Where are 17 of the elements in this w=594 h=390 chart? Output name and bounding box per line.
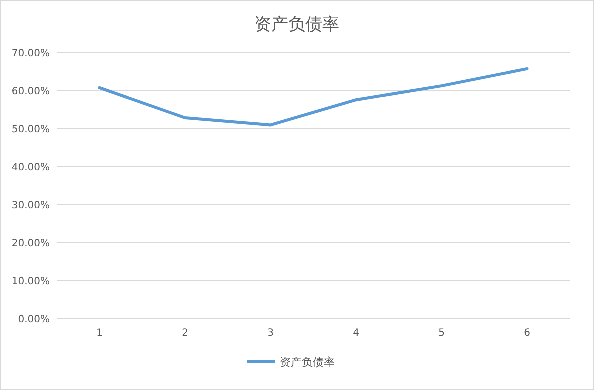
x-tick-label: 5 (438, 328, 445, 339)
y-tick-label: 20.00% (12, 238, 50, 250)
y-tick-label: 10.00% (12, 276, 50, 288)
y-tick-label: 40.00% (12, 162, 50, 174)
x-tick-label: 2 (182, 328, 188, 339)
y-tick-label: 50.00% (12, 124, 50, 136)
y-tick-label: 0.00% (18, 314, 50, 326)
y-tick-label: 60.00% (12, 86, 50, 98)
y-tick-label: 30.00% (12, 200, 50, 212)
x-tick-label: 1 (96, 328, 103, 339)
x-tick-label: 3 (268, 328, 274, 339)
chart-title: 资产负债率 (254, 15, 340, 35)
line-series (98, 67, 529, 127)
legend-label: 资产负债率 (280, 356, 335, 369)
x-tick-label: 4 (353, 328, 360, 339)
x-tick-label: 6 (524, 328, 530, 339)
y-tick-label: 70.00% (12, 48, 50, 60)
